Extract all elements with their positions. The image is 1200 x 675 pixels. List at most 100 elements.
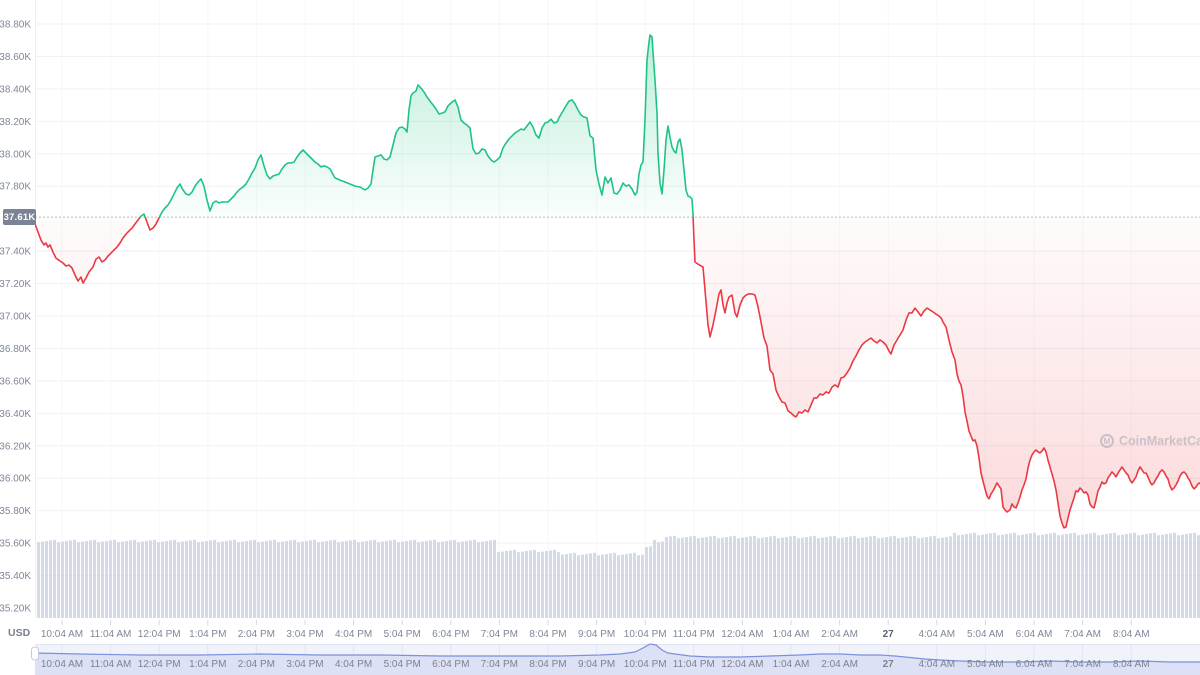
- volume-bar: [365, 541, 368, 618]
- x-axis-label: 11:04 AM: [90, 629, 132, 640]
- volume-bar: [281, 541, 284, 618]
- volume-bar: [493, 539, 496, 618]
- volume-bar: [521, 551, 524, 618]
- x-axis-label: 27: [883, 629, 895, 640]
- volume-bar: [1137, 535, 1140, 618]
- y-axis-label: 38.60K: [0, 52, 31, 63]
- volume-bar: [1121, 534, 1124, 618]
- volume-bar: [913, 535, 916, 618]
- volume-bar: [1177, 535, 1180, 618]
- volume-bar: [65, 541, 68, 618]
- volume-bar: [269, 540, 272, 618]
- volume-bar: [845, 537, 848, 618]
- volume-bar: [301, 541, 304, 618]
- volume-bar: [609, 553, 612, 618]
- volume-bar: [429, 540, 432, 618]
- volume-bar: [625, 554, 628, 618]
- volume-bar: [333, 539, 336, 618]
- coinmarketcap-logo-icon: M: [1100, 434, 1114, 448]
- volume-bar: [153, 539, 156, 618]
- x-axis-labels: 10:04 AM 11:04 AM 12:04 PM 1:04 PM 2:04 PM 3:…: [41, 620, 1150, 640]
- volume-bar: [849, 536, 852, 618]
- volume-bar: [221, 541, 224, 618]
- currency-label: USD: [8, 627, 31, 639]
- volume-bar: [733, 535, 736, 618]
- volume-bar: [401, 541, 404, 618]
- volume-bar: [765, 537, 768, 618]
- volume-bar: [337, 542, 340, 618]
- volume-bar: [437, 542, 440, 618]
- volume-bar: [1117, 535, 1120, 618]
- volume-bar: [725, 537, 728, 618]
- volume-bar: [829, 536, 832, 618]
- volume-bar: [665, 537, 668, 618]
- volume-bar: [681, 537, 684, 618]
- volume-bar: [961, 534, 964, 618]
- volume-bar: [1049, 533, 1052, 618]
- navigator-time-label: 6:04 PM: [432, 659, 469, 670]
- volume-bar: [117, 542, 120, 618]
- volume-bar: [1033, 532, 1036, 618]
- volume-bar: [477, 542, 480, 618]
- volume-bar: [485, 541, 488, 618]
- volume-bar: [1001, 534, 1004, 618]
- volume-bar: [693, 535, 696, 618]
- volume-bar: [1189, 533, 1192, 618]
- volume-bar: [561, 554, 564, 618]
- chart-plot-area[interactable]: [35, 0, 1200, 618]
- volume-bar: [1081, 534, 1084, 618]
- volume-bar: [505, 551, 508, 618]
- volume-bar: [697, 538, 700, 618]
- volume-bar: [1197, 535, 1200, 618]
- volume-bar: [249, 540, 252, 618]
- volume-bar: [513, 549, 516, 618]
- volume-bar: [389, 540, 392, 618]
- volume-bar: [653, 539, 656, 618]
- volume-bar: [441, 541, 444, 618]
- navigator-time-label: 10:04 AM: [41, 659, 83, 670]
- volume-bar: [673, 535, 676, 618]
- volume-bar: [705, 537, 708, 618]
- navigator-time-label: 11:04 PM: [673, 659, 715, 670]
- navigator-time-label: 5:04 AM: [967, 659, 1004, 670]
- volume-bar: [929, 536, 932, 618]
- volume-bar: [637, 555, 640, 618]
- volume-bar: [593, 552, 596, 618]
- volume-bar: [129, 540, 132, 618]
- navigator-strip[interactable]: 10:04 AM 11:04 AM 12:04 PM 1:04 PM 2:04 PM 3:…: [31, 643, 1200, 675]
- volume-bar: [1101, 534, 1104, 618]
- navigator-time-label: 5:04 PM: [384, 659, 421, 670]
- volume-bar: [689, 536, 692, 618]
- volume-bar: [273, 539, 276, 618]
- volume-bar: [837, 538, 840, 618]
- volume-bar: [761, 537, 764, 618]
- volume-bar: [717, 538, 720, 618]
- volume-bar: [109, 540, 112, 618]
- volume-bar: [425, 541, 428, 618]
- volume-bar: [709, 536, 712, 618]
- volume-bar: [517, 552, 520, 618]
- volume-bar: [265, 541, 268, 618]
- volume-bar: [677, 538, 680, 618]
- volume-bar: [537, 552, 540, 618]
- navigator-left-handle[interactable]: [31, 646, 39, 661]
- x-axis-label: 6:04 PM: [432, 629, 469, 640]
- volume-bar: [1093, 532, 1096, 618]
- navigator-time-label: 4:04 AM: [918, 659, 955, 670]
- volume-bar: [865, 537, 868, 618]
- volume-bar: [205, 541, 208, 618]
- volume-bar: [289, 540, 292, 618]
- volume-bar: [449, 540, 452, 618]
- volume-bar: [613, 552, 616, 618]
- volume-bar: [565, 554, 568, 618]
- volume-bar: [233, 539, 236, 618]
- volume-bar: [989, 533, 992, 618]
- navigator-time-label: 7:04 AM: [1064, 659, 1101, 670]
- volume-bar: [461, 541, 464, 618]
- volume-bar: [201, 541, 204, 618]
- volume-bar: [597, 555, 600, 618]
- volume-bar: [377, 542, 380, 618]
- volume-bar: [93, 539, 96, 618]
- y-axis-label: 35.20K: [0, 604, 31, 615]
- volume-bar: [533, 549, 536, 618]
